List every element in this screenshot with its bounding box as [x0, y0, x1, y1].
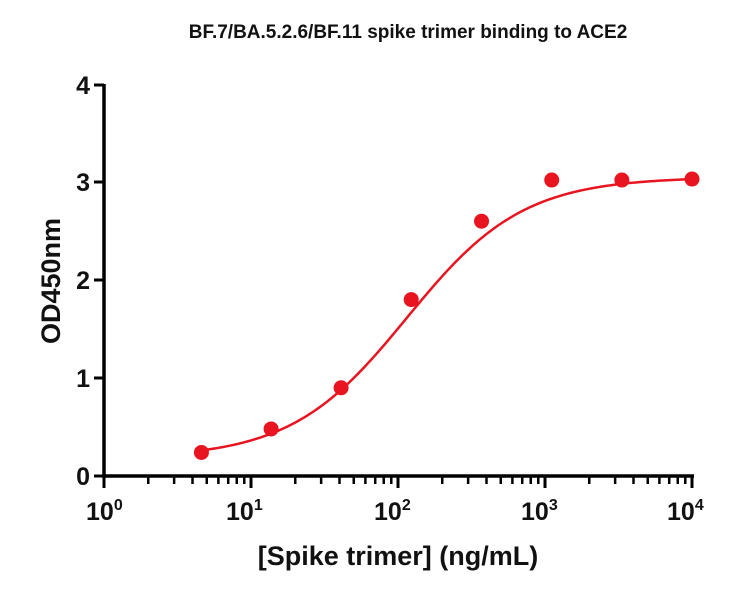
x-tick-1: 101	[226, 497, 263, 526]
fit-curve	[201, 177, 693, 452]
x-tick-2: 102	[374, 497, 411, 526]
svg-text:102: 102	[374, 497, 411, 526]
x-axis: 100 101 102 103 104 [Spike trimer] (ng/m…	[86, 474, 704, 571]
y-tick-4: 4	[76, 72, 90, 100]
data-points	[193, 171, 700, 460]
x-tick-0: 100	[86, 497, 123, 526]
svg-text:101: 101	[226, 497, 263, 526]
data-point	[614, 172, 630, 188]
x-tick-4: 104	[667, 497, 704, 526]
x-tick-3: 103	[521, 497, 558, 526]
y-tick-2: 2	[76, 267, 90, 295]
data-point	[263, 421, 279, 437]
y-tick-3: 3	[76, 169, 90, 197]
data-point	[333, 380, 349, 396]
chart-title: BF.7/BA.5.2.6/BF.11 spike trimer binding…	[189, 22, 628, 43]
data-point	[474, 213, 490, 229]
svg-text:103: 103	[521, 497, 558, 526]
y-tick-1: 1	[76, 365, 90, 393]
data-point	[684, 171, 700, 187]
y-axis-label: OD450nm	[36, 218, 66, 344]
data-point	[193, 444, 209, 460]
data-point	[403, 292, 419, 308]
y-axis: 4 3 2 1 0 OD450nm	[36, 72, 106, 491]
data-point	[544, 172, 560, 188]
x-axis-label: [Spike trimer] (ng/mL)	[258, 541, 539, 571]
svg-text:100: 100	[86, 497, 123, 526]
svg-text:104: 104	[667, 497, 704, 526]
y-tick-0: 0	[76, 463, 90, 491]
